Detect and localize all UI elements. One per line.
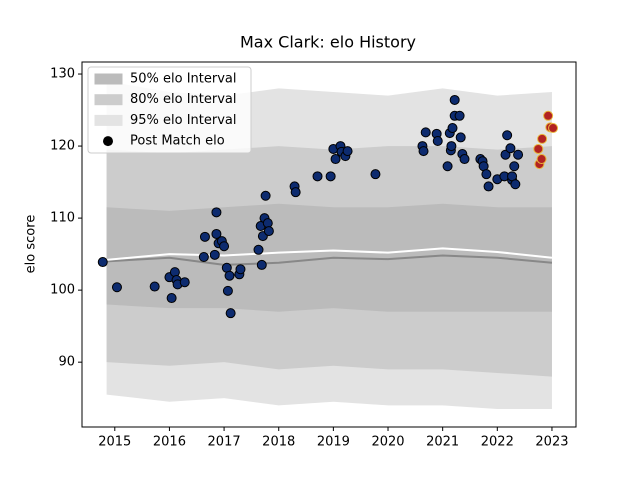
match-point — [169, 267, 180, 278]
trend-line — [106, 254, 553, 266]
legend-swatch — [94, 114, 123, 126]
legend-marker — [103, 136, 113, 147]
y-tick-label: 120 — [50, 139, 75, 154]
x-tick-label: 2019 — [317, 435, 350, 450]
match-point — [370, 169, 381, 180]
match-point — [420, 127, 431, 138]
match-point — [235, 264, 246, 275]
match-point — [481, 169, 492, 180]
match-point — [447, 123, 458, 134]
match-point — [543, 110, 554, 121]
match-point — [454, 110, 465, 121]
match-point — [449, 94, 460, 105]
match-point — [199, 231, 210, 242]
match-point — [510, 179, 521, 190]
match-point — [263, 226, 274, 237]
match-point — [537, 133, 548, 144]
match-point — [500, 149, 511, 160]
chart-title: Max Clark: elo History — [240, 33, 416, 52]
y-tick-label: 90 — [58, 355, 75, 370]
match-point — [198, 251, 209, 262]
match-point — [290, 187, 301, 198]
x-tick-label: 2017 — [208, 435, 241, 450]
x-tick-label: 2021 — [426, 435, 459, 450]
match-point — [509, 161, 520, 172]
match-point — [222, 285, 233, 296]
plot-frame — [81, 61, 577, 428]
x-tick-label: 2016 — [153, 435, 186, 450]
match-point — [342, 146, 353, 157]
match-point — [225, 308, 236, 319]
match-point — [459, 154, 470, 165]
match-point — [483, 181, 494, 192]
match-point — [256, 259, 267, 270]
match-point — [325, 171, 336, 182]
match-point — [253, 244, 264, 255]
match-point — [179, 277, 190, 288]
match-point — [505, 143, 516, 154]
match-point — [418, 146, 429, 157]
x-tick-label: 2018 — [262, 435, 295, 450]
legend-label: 50% elo Interval — [130, 72, 237, 87]
match-point — [455, 132, 466, 143]
match-point — [211, 228, 222, 239]
match-point — [536, 154, 547, 165]
match-point — [548, 123, 559, 134]
match-point — [260, 190, 271, 201]
legend-box — [87, 66, 252, 154]
match-point — [432, 136, 443, 147]
x-tick-label: 2020 — [371, 435, 404, 450]
match-point — [219, 241, 230, 252]
match-point — [330, 154, 341, 165]
match-point — [209, 249, 220, 260]
match-point — [513, 149, 524, 160]
y-tick-label: 100 — [50, 283, 75, 298]
match-point — [446, 141, 457, 152]
match-point — [312, 171, 323, 182]
y-axis-label: elo score — [24, 215, 39, 274]
legend-label: Post Match elo — [130, 134, 225, 149]
match-point — [166, 293, 177, 304]
match-point — [533, 143, 544, 154]
match-point — [502, 130, 513, 141]
x-tick-label: 2015 — [98, 435, 131, 450]
y-tick-label: 130 — [50, 67, 75, 82]
legend-swatch — [94, 94, 123, 106]
match-point — [224, 270, 235, 281]
legend-label: 80% elo Interval — [130, 92, 237, 107]
x-tick-label: 2022 — [481, 435, 514, 450]
y-tick-label: 110 — [50, 211, 75, 226]
legend-swatch — [94, 73, 123, 85]
match-point — [97, 257, 108, 268]
trend-line — [106, 247, 553, 261]
legend-label: 95% elo Interval — [130, 113, 237, 128]
match-point — [149, 281, 160, 292]
match-point — [211, 207, 222, 218]
match-point — [111, 282, 122, 293]
x-tick-label: 2023 — [535, 435, 568, 450]
match-point — [442, 161, 453, 172]
